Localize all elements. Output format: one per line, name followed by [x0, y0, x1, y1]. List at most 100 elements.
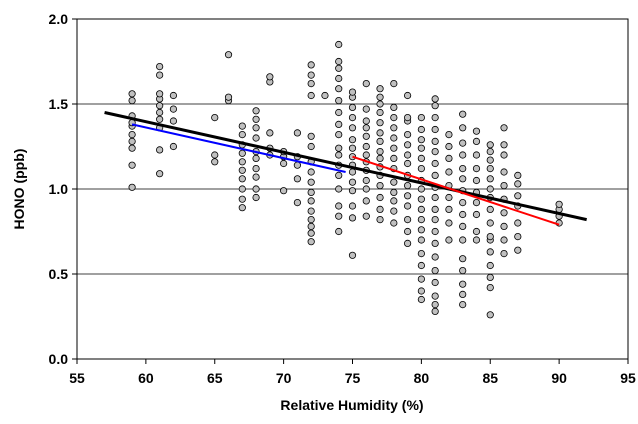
data-point	[376, 148, 384, 156]
data-point	[500, 182, 508, 190]
data-point	[459, 210, 467, 219]
x-tick-label: 60	[138, 370, 154, 386]
data-point	[403, 192, 412, 200]
regression-line	[352, 155, 560, 226]
data-point	[169, 91, 178, 100]
data-point	[335, 212, 343, 220]
data-point	[486, 261, 494, 270]
data-point	[293, 199, 301, 207]
y-axis: 0.0 0.5 1.0 1.5 2.0	[49, 11, 77, 367]
data-point	[445, 168, 453, 176]
data-point	[307, 142, 315, 151]
data-point	[280, 159, 288, 168]
data-point	[486, 148, 494, 156]
data-point	[252, 115, 260, 123]
data-point	[486, 219, 494, 227]
data-point	[431, 114, 439, 122]
regression-lines	[104, 111, 588, 226]
data-point	[390, 80, 398, 88]
data-point	[362, 142, 370, 151]
data-point	[431, 253, 439, 261]
data-point	[335, 74, 343, 83]
data-point	[335, 144, 343, 152]
data-point	[431, 102, 439, 110]
data-point	[486, 283, 494, 292]
data-point	[486, 233, 494, 241]
data-point	[348, 178, 357, 186]
data-point	[335, 120, 343, 129]
data-point	[417, 114, 425, 122]
data-point	[431, 292, 439, 300]
data-point	[362, 176, 370, 185]
x-tick-label: 65	[207, 370, 223, 386]
x-tick-label: 75	[345, 370, 361, 386]
data-point	[390, 114, 398, 122]
data-point	[417, 185, 425, 193]
data-point	[514, 233, 522, 241]
data-point	[403, 114, 412, 122]
data-point	[307, 229, 315, 237]
data-point	[431, 159, 439, 168]
data-point	[390, 219, 398, 227]
x-axis-title: Relative Humidity (%)	[280, 397, 423, 413]
data-point	[335, 97, 343, 105]
data-point	[156, 170, 164, 178]
data-point	[403, 151, 412, 159]
data-point	[307, 80, 315, 88]
data-point	[348, 136, 357, 144]
data-point	[321, 91, 329, 100]
data-point	[486, 156, 494, 164]
data-point	[390, 134, 398, 142]
data-point	[431, 137, 439, 145]
data-point	[238, 122, 246, 130]
data-point	[403, 141, 412, 149]
data-point	[376, 85, 384, 93]
data-point	[431, 193, 439, 202]
x-tick-label: 80	[414, 370, 430, 386]
data-point	[417, 144, 425, 152]
data-point	[307, 216, 315, 224]
data-point	[459, 222, 467, 230]
data-point	[431, 95, 439, 103]
data-point	[431, 278, 439, 287]
data-point	[445, 219, 453, 227]
data-point	[500, 124, 508, 132]
data-point	[348, 88, 357, 96]
data-point	[362, 80, 370, 88]
data-point	[348, 103, 357, 112]
data-point	[335, 227, 343, 236]
data-point	[252, 134, 260, 142]
data-point	[417, 205, 425, 213]
data-point	[486, 311, 494, 319]
data-point	[500, 141, 508, 149]
data-point	[459, 255, 467, 263]
data-point	[403, 239, 412, 247]
data-point	[335, 64, 343, 72]
data-point	[417, 216, 425, 224]
data-point	[431, 171, 439, 179]
data-point	[403, 216, 412, 224]
data-point	[362, 105, 370, 113]
regression-line	[104, 111, 588, 222]
data-point	[376, 216, 384, 224]
data-point	[376, 100, 384, 108]
data-point	[459, 280, 467, 288]
data-point	[362, 212, 370, 220]
data-point	[335, 40, 343, 49]
data-point	[307, 238, 315, 246]
data-point	[362, 124, 370, 132]
data-point	[390, 124, 398, 132]
data-point	[238, 175, 246, 183]
data-point	[156, 146, 164, 154]
data-point	[307, 71, 315, 79]
data-point	[417, 287, 425, 295]
data-point	[169, 142, 178, 151]
y-axis-title: HONO (ppb)	[11, 149, 27, 230]
data-point	[335, 85, 343, 93]
data-point	[459, 110, 467, 118]
data-point	[128, 144, 136, 152]
data-point	[459, 236, 467, 244]
data-point	[472, 127, 481, 135]
data-point	[445, 154, 453, 162]
data-point	[307, 178, 315, 186]
